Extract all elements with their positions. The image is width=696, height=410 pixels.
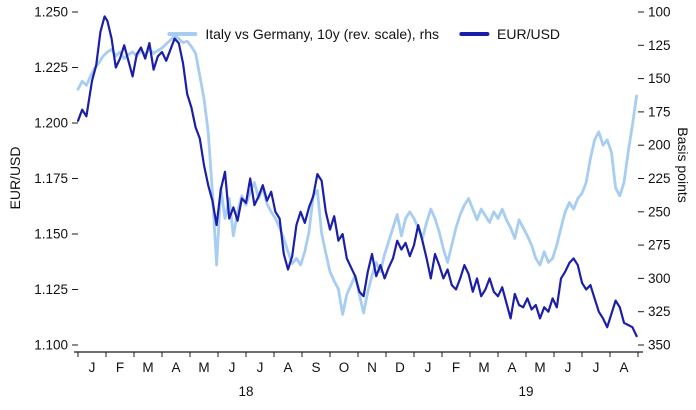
left-axis-title: EUR/USD — [7, 146, 23, 210]
chart-legend: Italy vs Germany, 10y (rev. scale), rhs … — [167, 26, 560, 42]
x-tick-label: M — [142, 360, 153, 375]
x-tick-label: A — [619, 360, 628, 375]
x-tick-label: A — [507, 360, 516, 375]
x-tick-label: J — [257, 360, 264, 375]
x-tick-label: J — [229, 360, 236, 375]
legend-swatch-italy-germany-spread — [167, 32, 198, 36]
left-tick-label: 1.100 — [34, 338, 68, 353]
legend-label-italy-germany-spread: Italy vs Germany, 10y (rev. scale), rhs — [205, 26, 440, 42]
right-tick-label: 300 — [648, 271, 671, 286]
right-tick-label: 225 — [648, 171, 671, 186]
right-tick-label: 125 — [648, 38, 671, 53]
x-tick-label: J — [89, 360, 96, 375]
x-tick-label: N — [367, 360, 377, 375]
x-tick-label: A — [171, 360, 180, 375]
series-line-eurusd — [76, 15, 638, 338]
legend-swatch-eurusd — [459, 32, 490, 36]
legend-item-italy-germany-spread: Italy vs Germany, 10y (rev. scale), rhs — [167, 26, 439, 42]
right-axis-title: Basis points — [675, 127, 691, 203]
year-label: 18 — [238, 384, 253, 399]
x-tick-label: M — [478, 360, 489, 375]
right-tick-label: 325 — [648, 304, 671, 319]
right-tick-label: 250 — [648, 204, 671, 219]
x-tick-label: J — [425, 360, 432, 375]
right-tick-label: 150 — [648, 71, 671, 86]
legend-item-eurusd: EUR/USD — [459, 26, 560, 42]
x-tick-label: M — [198, 360, 209, 375]
x-tick-label: S — [311, 360, 320, 375]
x-tick-label: J — [565, 360, 572, 375]
left-tick-label: 1.150 — [34, 227, 68, 242]
x-tick-label: M — [534, 360, 545, 375]
left-tick-label: 1.175 — [34, 171, 68, 186]
right-tick-label: 100 — [648, 5, 671, 20]
right-tick-label: 175 — [648, 104, 671, 119]
left-tick-label: 1.200 — [34, 116, 68, 131]
x-tick-label: O — [339, 360, 350, 375]
left-tick-label: 1.225 — [34, 60, 68, 75]
x-tick-label: A — [283, 360, 292, 375]
year-label: 19 — [518, 384, 533, 399]
legend-label-eurusd: EUR/USD — [497, 26, 561, 42]
left-tick-label: 1.250 — [34, 5, 68, 20]
right-tick-label: 350 — [648, 338, 671, 353]
x-tick-label: F — [116, 360, 124, 375]
right-tick-label: 200 — [648, 138, 671, 153]
right-tick-label: 275 — [648, 238, 671, 253]
x-tick-label: F — [452, 360, 460, 375]
x-tick-label: J — [593, 360, 600, 375]
x-tick-label: D — [395, 360, 405, 375]
series-line-italy-germany-spread — [76, 34, 638, 316]
left-tick-label: 1.125 — [34, 282, 68, 297]
